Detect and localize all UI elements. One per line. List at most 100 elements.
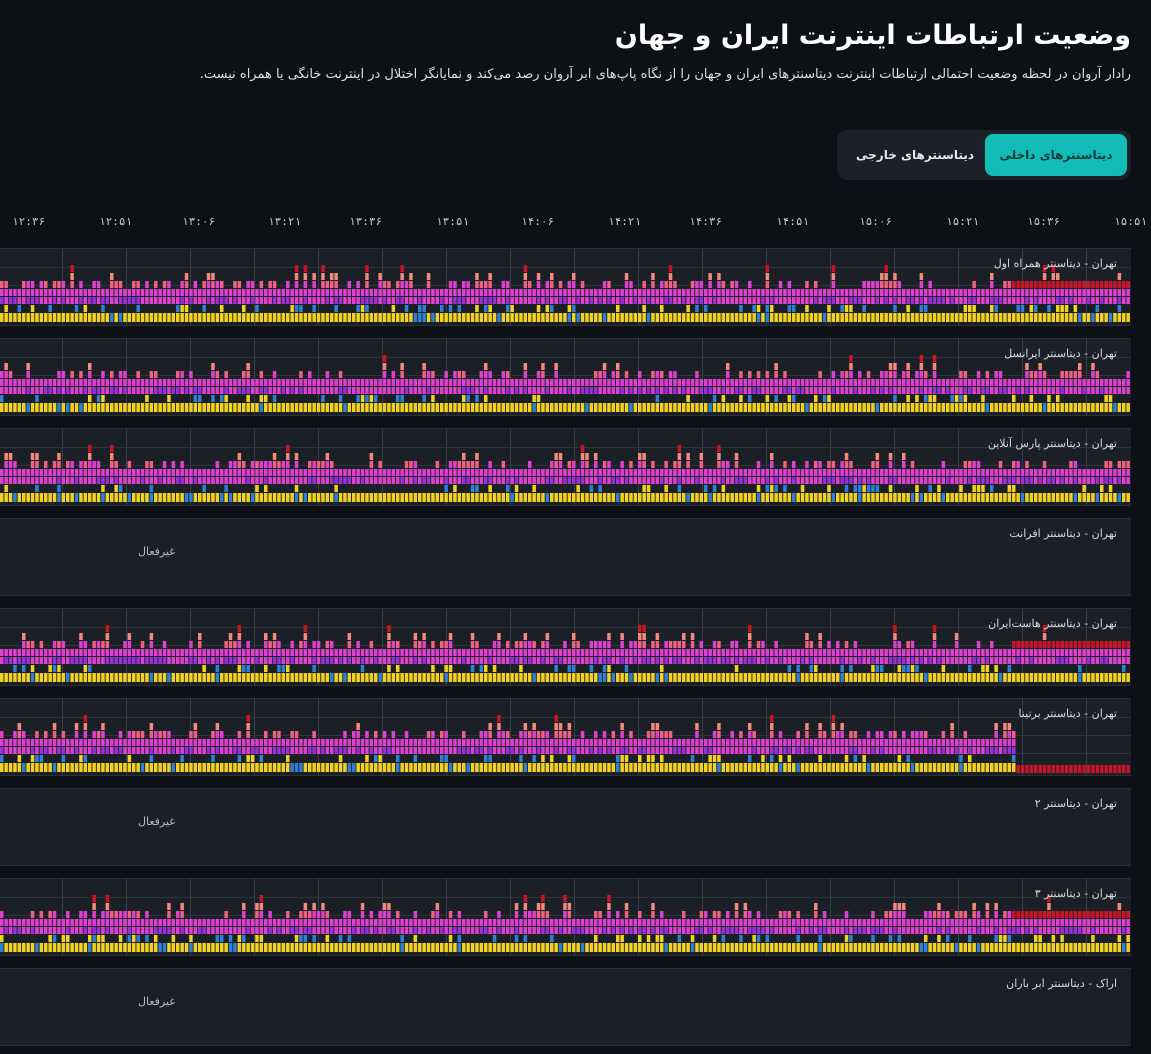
heatmap-cell [1060, 289, 1064, 296]
heatmap-cell [787, 395, 792, 402]
heatmap-cell [39, 281, 44, 288]
heatmap-cell [149, 297, 154, 304]
heatmap-cell [611, 403, 616, 412]
tab-foreign-datacenters[interactable]: دیتاسنترهای خارجی [856, 148, 974, 162]
heatmap-cell [972, 485, 976, 492]
heatmap-cell [457, 289, 462, 296]
heatmap-cell [96, 739, 101, 746]
heatmap-cell [330, 649, 334, 656]
heatmap-cell [572, 649, 576, 656]
heatmap-cell [1020, 403, 1025, 412]
heatmap-cell [717, 387, 721, 394]
heatmap-cell [127, 747, 132, 754]
heatmap-cell [242, 305, 246, 312]
heatmap-cell [1069, 313, 1073, 322]
heatmap-cell [0, 755, 4, 762]
heatmap-cell [206, 379, 211, 386]
heatmap-cell [17, 477, 22, 484]
heatmap-cell [1003, 477, 1007, 484]
heatmap-cell [255, 469, 259, 476]
heatmap-cell [1108, 289, 1113, 296]
heatmap-cell [748, 673, 752, 682]
heatmap-cell [624, 273, 629, 280]
heatmap-cell [1078, 403, 1082, 412]
heatmap-cell [1025, 387, 1029, 394]
heatmap-cell [633, 657, 638, 664]
heatmap-cell [83, 289, 88, 296]
heatmap-cell [321, 657, 325, 664]
heatmap-cell [228, 297, 233, 304]
heatmap-cell [215, 281, 220, 288]
heatmap-cell [765, 485, 770, 492]
heatmap-cell [831, 657, 836, 664]
tab-domestic-datacenters[interactable]: دیتاسنترهای داخلی [985, 134, 1127, 176]
heatmap-cell [448, 641, 453, 648]
heatmap-cell [400, 493, 404, 502]
heatmap-cell [1082, 379, 1086, 386]
heatmap-cell [206, 649, 211, 656]
heatmap-cell [1086, 379, 1091, 386]
heatmap-cell [233, 763, 237, 772]
heatmap-cell [602, 657, 607, 664]
heatmap-cell [228, 739, 233, 746]
heatmap-cell [1034, 387, 1038, 394]
heatmap-cell [981, 387, 985, 394]
heatmap-cell [360, 289, 365, 296]
heatmap-cell [708, 469, 712, 476]
heatmap-cell [193, 731, 198, 738]
heatmap-cell [475, 673, 479, 682]
heatmap-cell [585, 493, 589, 502]
heatmap-cell [607, 469, 611, 476]
heatmap-cell [316, 657, 321, 664]
heatmap-cell [1078, 281, 1082, 288]
heatmap-cell [717, 403, 721, 412]
heatmap-cell [237, 641, 242, 648]
heatmap-cell [1029, 477, 1034, 484]
heatmap-cell [1113, 289, 1117, 296]
heatmap-cell [378, 739, 382, 746]
heatmap-cell [462, 403, 466, 412]
heatmap-cell [677, 739, 682, 746]
heatmap-cell [118, 657, 123, 664]
heatmap-cell [110, 453, 114, 460]
heatmap-cell [1029, 371, 1034, 378]
heatmap-cell [488, 493, 492, 502]
heatmap-cell [1060, 387, 1064, 394]
grid-line [1022, 699, 1023, 775]
heatmap-cell [149, 379, 154, 386]
heatmap-cell [422, 641, 426, 648]
heatmap-cell [299, 297, 303, 304]
heatmap-cell [704, 387, 708, 394]
heatmap-cell [616, 387, 620, 394]
heatmap-cell [400, 657, 404, 664]
heatmap-cell [818, 641, 822, 648]
heatmap-cell [158, 403, 162, 412]
heatmap-cell [752, 297, 756, 304]
heatmap-cell [554, 363, 558, 370]
heatmap-cell [765, 747, 770, 754]
heatmap-cell [1020, 379, 1025, 386]
heatmap-cell [849, 289, 853, 296]
heatmap-cell [981, 665, 985, 672]
heatmap-cell [954, 493, 959, 502]
heatmap-cell [35, 403, 39, 412]
grid-line [0, 357, 1131, 358]
heatmap-cell [932, 395, 937, 402]
heatmap-cell [206, 657, 211, 664]
heatmap-cell [426, 477, 431, 484]
heatmap-cell [286, 445, 290, 452]
heatmap-cell [233, 641, 237, 648]
heatmap-cell [862, 493, 866, 502]
heatmap-cell [66, 747, 70, 754]
heatmap-cell [875, 665, 880, 672]
heatmap-cell [123, 297, 127, 304]
heatmap-cell [308, 379, 312, 386]
heatmap-cell [1060, 379, 1064, 386]
heatmap-cell [893, 305, 897, 312]
heatmap-cell [479, 289, 484, 296]
heatmap-cell [796, 297, 800, 304]
heatmap-cell [268, 289, 272, 296]
heatmap-cell [1069, 657, 1073, 664]
heatmap-cell [673, 641, 677, 648]
heatmap-cell [448, 387, 453, 394]
